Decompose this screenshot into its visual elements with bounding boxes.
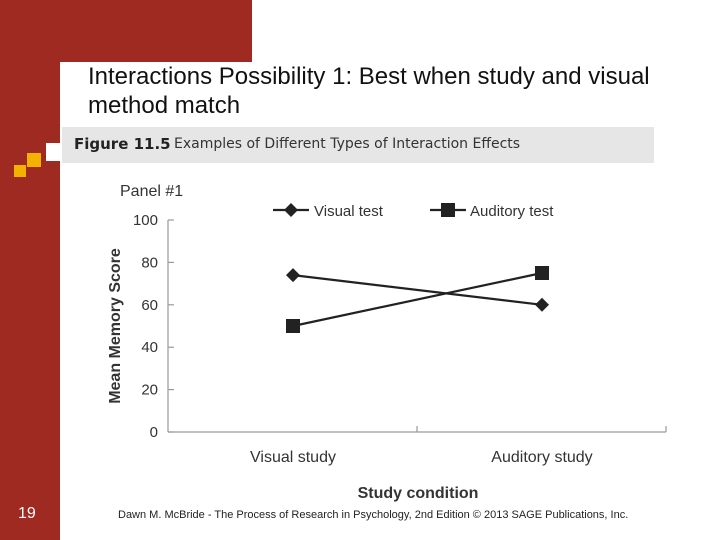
- y-tick-label: 80: [141, 254, 158, 271]
- series-line-0: [292, 274, 543, 306]
- slide-number: 19: [18, 505, 36, 522]
- decorative-square: [14, 165, 26, 177]
- chart-title: Panel #1: [120, 183, 183, 200]
- y-tick-label: 20: [141, 382, 158, 399]
- y-tick-label: 40: [141, 339, 158, 356]
- data-point-diamond: [535, 297, 549, 312]
- slide-footer: Dawn M. McBride - The Process of Researc…: [118, 509, 629, 521]
- data-point-diamond: [286, 268, 300, 283]
- decorative-square: [46, 143, 64, 161]
- figure-header: Figure 11.5 Examples of Different Types …: [62, 127, 654, 163]
- x-tick-label: Auditory study: [491, 449, 592, 466]
- legend-auditory-test-marker: [441, 203, 455, 217]
- series-line-1: [292, 271, 543, 328]
- left-accent-bar: [0, 0, 60, 540]
- legend-auditory-test-label: Auditory test: [470, 203, 554, 220]
- slide-title: Interactions Possibility 1: Best when st…: [88, 63, 650, 119]
- figure-number: Figure 11.5: [74, 135, 171, 153]
- legend-visual-test-marker: [284, 203, 298, 217]
- legend-visual-test-label: Visual test: [314, 203, 384, 220]
- data-point-square: [535, 266, 549, 280]
- y-tick-label: 60: [141, 297, 158, 314]
- x-axis-label: Study condition: [358, 485, 479, 502]
- top-accent-band: [60, 0, 252, 62]
- y-tick-label: 100: [133, 212, 158, 229]
- y-tick-label: 0: [150, 424, 158, 441]
- legend: Visual test Auditory test: [273, 203, 554, 220]
- y-axis-label: Mean Memory Score: [107, 248, 124, 404]
- x-tick-label: Visual study: [250, 449, 336, 466]
- data-point-square: [286, 319, 300, 333]
- decorative-square: [27, 153, 41, 167]
- figure-caption: Examples of Different Types of Interacti…: [174, 136, 521, 152]
